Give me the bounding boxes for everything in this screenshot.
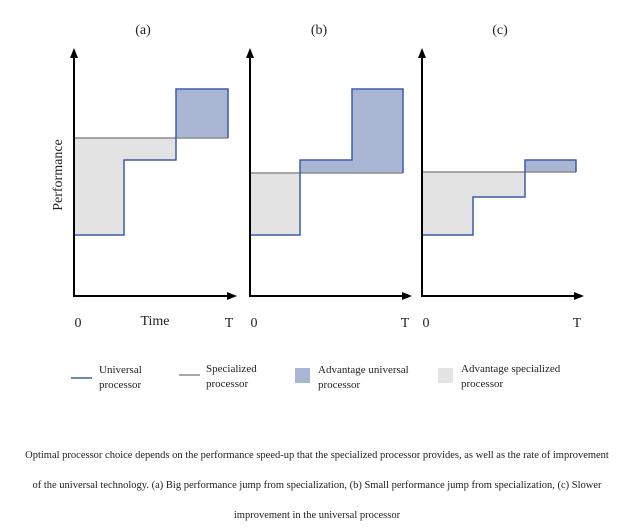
panel-b-y-arrow bbox=[246, 48, 254, 58]
legend-adv-universal-line-1: Advantage universal bbox=[318, 364, 409, 376]
panel-b-x-end: T bbox=[401, 316, 410, 331]
legend-universal-label: Universal processor bbox=[99, 364, 145, 391]
panel-a-x-axis-label: Time bbox=[140, 314, 169, 329]
panel-c-x-end: T bbox=[573, 316, 582, 331]
legend-universal-line-2: processor bbox=[99, 379, 141, 391]
legend-adv-specialized-swatch bbox=[438, 368, 453, 383]
legend-universal-line-1: Universal bbox=[99, 364, 142, 376]
panel-b-adv-universal-area bbox=[300, 89, 403, 173]
legend-item-adv-universal: Advantage universal processor bbox=[295, 364, 411, 391]
panel-a-x-origin: 0 bbox=[75, 316, 82, 331]
legend-item-adv-specialized: Advantage specialized processor bbox=[438, 363, 563, 390]
panel-c-adv-specialized-area bbox=[423, 172, 525, 235]
panel-b-adv-specialized-area bbox=[251, 173, 300, 235]
panel-a-x-end: T bbox=[225, 316, 234, 331]
panel-c-x-origin: 0 bbox=[423, 316, 430, 331]
panel-c-universal-line bbox=[423, 159, 577, 236]
panel-b-x-origin: 0 bbox=[251, 316, 258, 331]
panel-a-y-arrow bbox=[70, 48, 78, 58]
panel-a-universal-line bbox=[75, 88, 229, 236]
panel-c-label: (c) bbox=[492, 23, 508, 38]
legend-specialized-line-1: Specialized bbox=[206, 363, 257, 375]
legend-adv-universal-line-2: processor bbox=[318, 379, 360, 391]
figure-caption: Optimal processor choice depends on the … bbox=[25, 450, 609, 521]
legend-specialized-line-2: processor bbox=[206, 378, 248, 390]
legend-specialized-label: Specialized processor bbox=[206, 363, 259, 390]
legend: Universal processor Specialized processo… bbox=[71, 363, 563, 391]
panel-a-adv-specialized-area bbox=[75, 138, 228, 235]
panel-c-y-arrow bbox=[418, 48, 426, 58]
legend-adv-universal-swatch bbox=[295, 368, 310, 383]
legend-adv-universal-label: Advantage universal processor bbox=[318, 364, 411, 391]
panel-b: (b) 0 T bbox=[246, 23, 412, 331]
legend-adv-specialized-label: Advantage specialized processor bbox=[461, 363, 563, 390]
panel-c-adv-universal-area bbox=[525, 160, 576, 172]
panel-a-x-arrow bbox=[227, 292, 237, 300]
legend-adv-specialized-line-1: Advantage specialized bbox=[461, 363, 561, 375]
panel-a-adv-universal-area bbox=[176, 89, 228, 138]
panel-c: (c) 0 T bbox=[418, 23, 584, 331]
legend-adv-specialized-line-2: processor bbox=[461, 378, 503, 390]
processor-choice-figure: (a) 0 Time T Performance (b) 0 T (c) bbox=[51, 23, 584, 391]
legend-item-specialized: Specialized processor bbox=[179, 363, 259, 390]
y-axis-label: Performance bbox=[51, 139, 66, 211]
panel-b-label: (b) bbox=[311, 23, 328, 38]
legend-item-universal: Universal processor bbox=[71, 364, 145, 391]
panel-c-x-arrow bbox=[574, 292, 584, 300]
panel-b-universal-line bbox=[251, 88, 404, 236]
panel-a: (a) 0 Time T bbox=[70, 23, 237, 331]
panel-b-x-arrow bbox=[402, 292, 412, 300]
panel-a-label: (a) bbox=[135, 23, 151, 38]
